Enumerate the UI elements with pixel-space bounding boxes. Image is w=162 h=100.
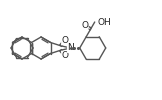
- Text: O: O: [81, 21, 88, 30]
- Text: O: O: [62, 36, 69, 45]
- Text: OH: OH: [98, 18, 111, 26]
- Text: N: N: [67, 44, 74, 52]
- Text: O: O: [62, 51, 69, 60]
